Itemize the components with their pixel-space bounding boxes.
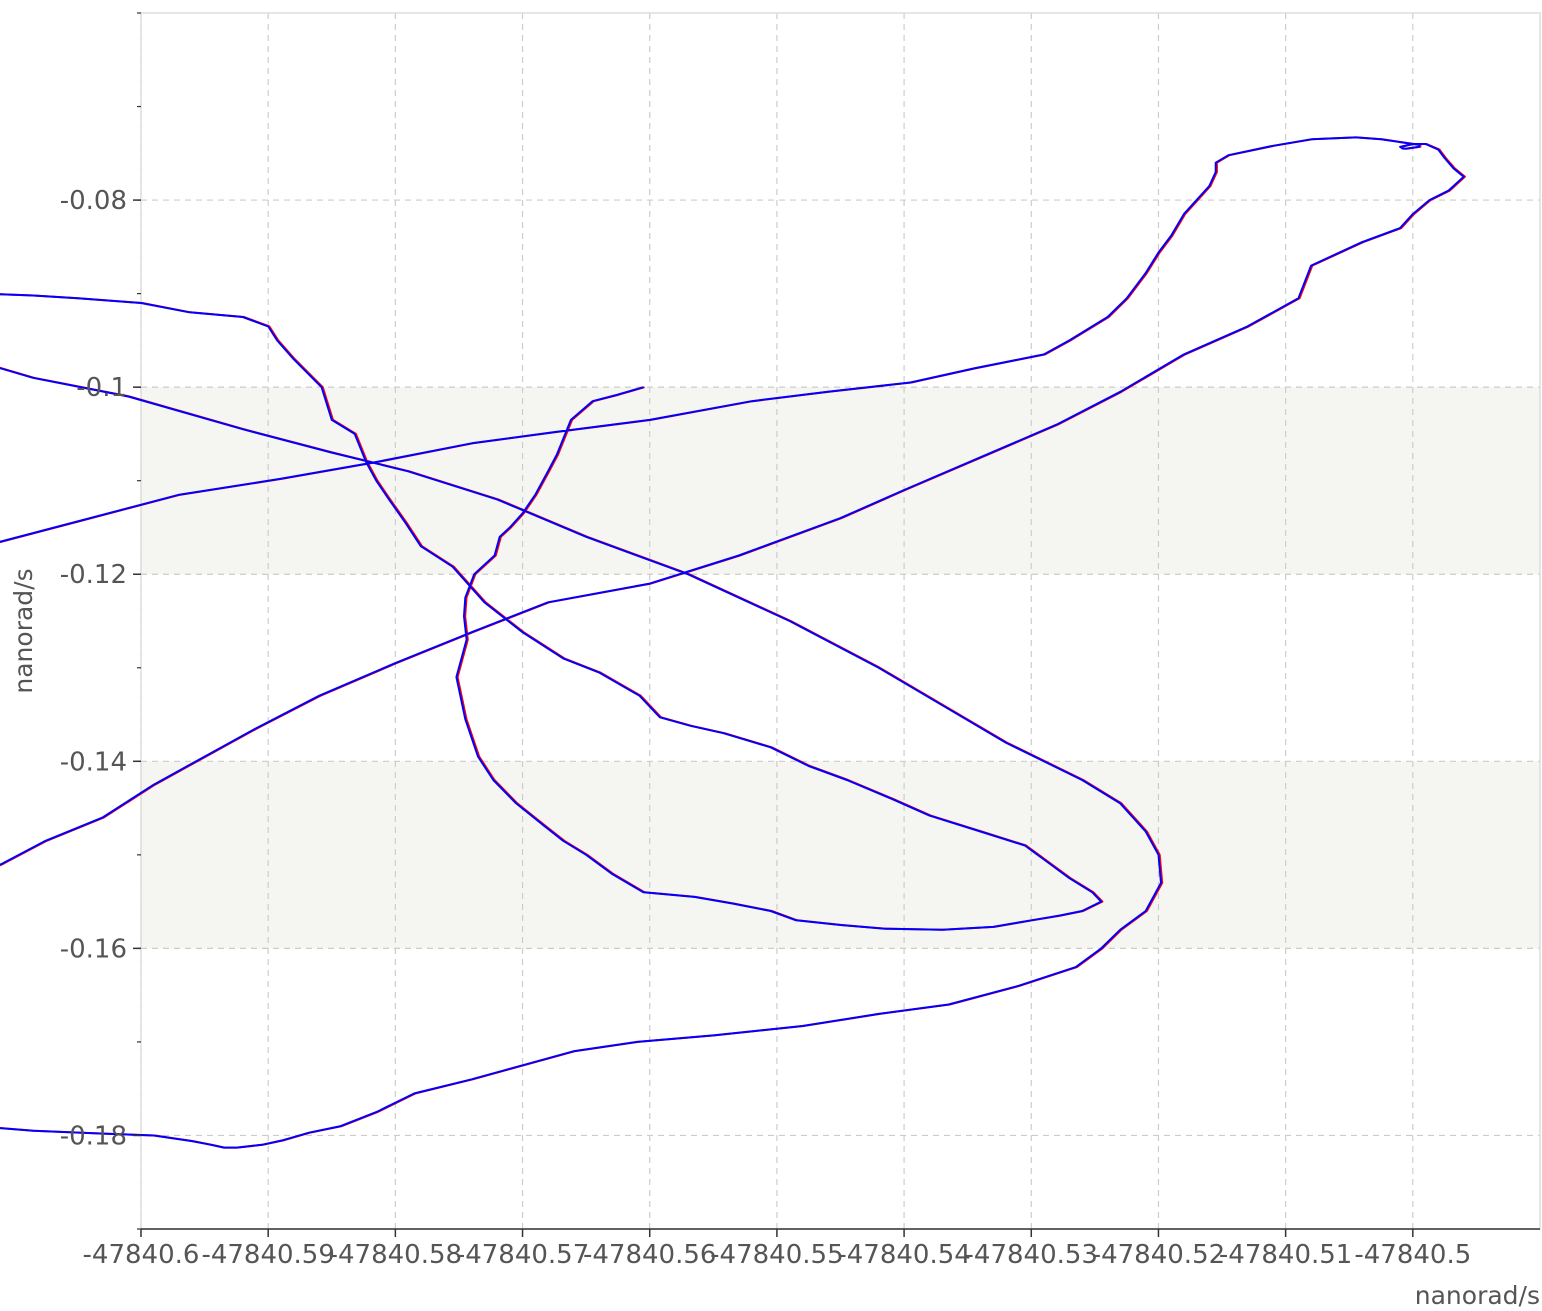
y-tick-label: -0.12 [60, 560, 127, 590]
series-line-1 [0, 136, 1465, 1149]
x-tick-label: -47840.56 [583, 1240, 716, 1270]
y-tick-label: -0.18 [60, 1121, 127, 1151]
x-tick-label: -47840.55 [710, 1240, 843, 1270]
shaded-band-0 [141, 761, 1540, 949]
x-tick-label: -47840.6 [83, 1240, 200, 1270]
x-tick-label: -47840.52 [1092, 1240, 1225, 1270]
x-tick-label: -47840.59 [201, 1240, 334, 1270]
series-line-0 [0, 136, 1466, 1149]
y-tick-label: -0.16 [60, 934, 127, 964]
shaded-bands [141, 387, 1540, 949]
plot-frame [140, 12, 1541, 1230]
y-axis-label: nanorad/s [9, 568, 38, 693]
x-axis-label: nanorad/s [1415, 1281, 1540, 1310]
x-axis-ticks: -47840.6 -47840.59-47840.58-47840.57-4784… [83, 1229, 1471, 1270]
x-tick-label: -47840.53 [965, 1240, 1098, 1270]
x-tick-label: -47840.58 [329, 1240, 462, 1270]
x-tick-label: -47840.51 [1219, 1240, 1352, 1270]
x-tick-label: -47840.54 [837, 1240, 970, 1270]
x-tick-label: -47840.57 [456, 1240, 589, 1270]
grid-lines [140, 13, 1540, 1229]
y-tick-label: -0.1 [76, 373, 127, 403]
y-tick-label: -0.08 [60, 186, 127, 216]
y-axis-ticks: -0.18 -0.16 -0.14 -0.12 -0.1 -0.08 [60, 12, 141, 1230]
y-tick-label: -0.14 [60, 747, 127, 777]
shaded-band-1 [141, 387, 1540, 575]
series-lines [0, 136, 1466, 1149]
x-tick-label: -47840.5 [1354, 1240, 1471, 1270]
